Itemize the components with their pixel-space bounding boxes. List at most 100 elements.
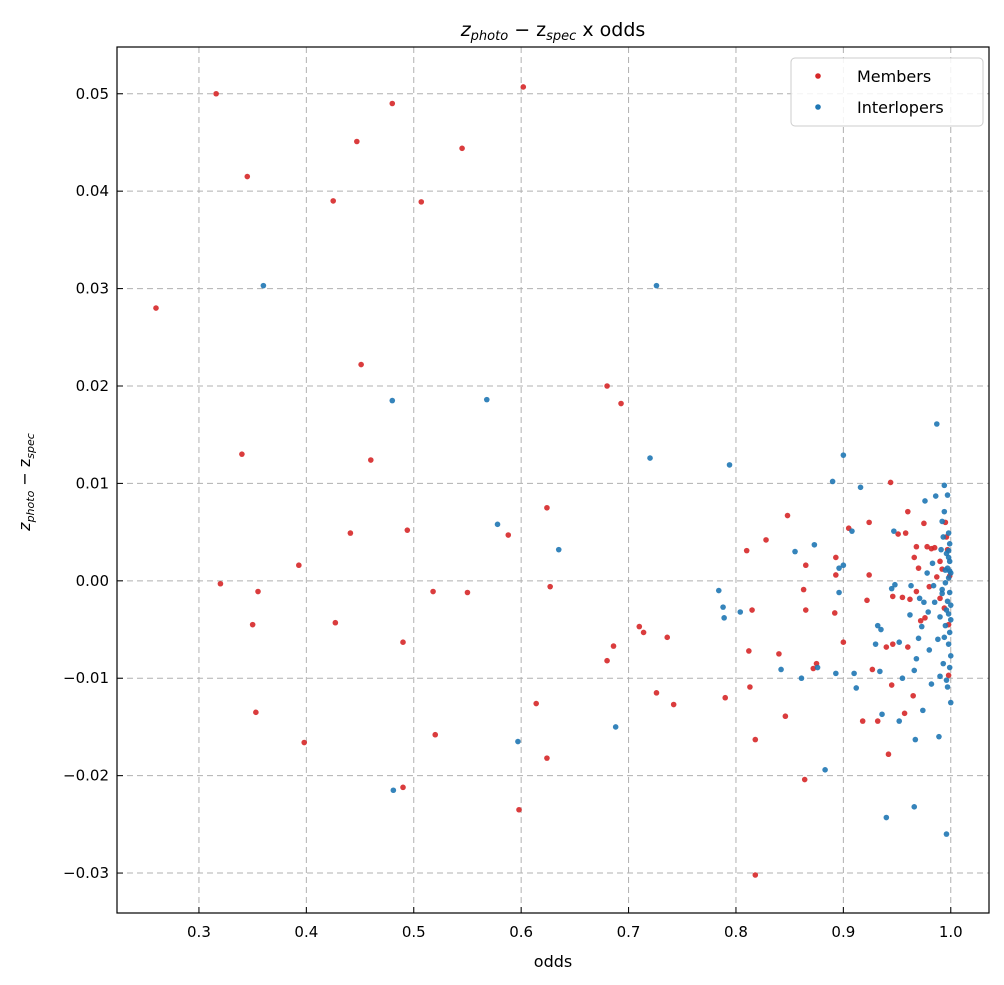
point-members (604, 383, 610, 389)
point-members (389, 100, 396, 107)
point-interlopers (929, 560, 936, 567)
chart-title: zphoto − zspec x odds (460, 19, 646, 44)
point-members (931, 544, 938, 551)
point-members (945, 672, 952, 679)
point-interlopers (937, 614, 943, 620)
point-members (332, 619, 339, 626)
point-interlopers (924, 570, 930, 576)
point-members (432, 731, 439, 738)
point-interlopers (814, 664, 821, 671)
point-members (722, 694, 729, 701)
point-interlopers (928, 681, 935, 687)
point-interlopers (945, 530, 952, 536)
point-interlopers (942, 622, 949, 629)
point-members (430, 588, 436, 595)
point-interlopers (879, 711, 885, 718)
point-interlopers (947, 602, 954, 608)
point-members (869, 666, 876, 673)
point-interlopers (911, 804, 918, 810)
point-members (913, 588, 920, 595)
point-interlopers (913, 655, 920, 662)
point-interlopers (939, 518, 945, 525)
point-members (400, 784, 406, 791)
point-members (743, 547, 750, 554)
point-interlopers (853, 685, 860, 691)
point-members (888, 682, 895, 688)
point-members (404, 527, 411, 533)
point-interlopers (778, 666, 784, 673)
point-interlopers (912, 736, 919, 743)
point-interlopers (849, 528, 855, 534)
point-members (911, 554, 918, 561)
point-interlopers (935, 636, 941, 643)
point-interlopers (822, 767, 828, 773)
point-interlopers (877, 668, 883, 675)
x-tick-label: 0.7 (617, 923, 641, 941)
x-tick-label: 0.3 (187, 923, 211, 941)
point-interlopers (390, 787, 397, 794)
point-interlopers (944, 684, 951, 690)
point-members (747, 684, 753, 690)
point-members (520, 84, 527, 90)
point-members (924, 543, 930, 550)
point-members (752, 736, 759, 743)
y-tick-label: 0.05 (76, 85, 109, 103)
x-tick-label: 0.5 (402, 923, 426, 941)
x-tick-label: 0.9 (831, 923, 855, 941)
point-members (901, 710, 908, 717)
plot-frame (116, 46, 990, 914)
data-points (153, 84, 954, 878)
point-interlopers (926, 647, 933, 653)
point-interlopers (925, 609, 932, 615)
y-tick-label: −0.01 (63, 669, 109, 687)
point-interlopers (494, 521, 501, 528)
point-members (746, 648, 752, 654)
point-interlopers (857, 484, 864, 491)
point-members (937, 558, 943, 565)
point-interlopers (945, 575, 952, 581)
point-members (213, 90, 219, 97)
point-interlopers (934, 421, 940, 427)
point-interlopers (715, 587, 722, 594)
x-tick-label: 0.6 (509, 923, 533, 941)
point-interlopers (942, 579, 949, 586)
point-interlopers (911, 667, 918, 674)
point-interlopers (833, 670, 839, 677)
point-members (922, 615, 928, 621)
point-interlopers (811, 541, 818, 548)
point-members (776, 651, 782, 657)
point-interlopers (938, 546, 944, 553)
point-members (459, 145, 465, 152)
point-interlopers (920, 707, 926, 714)
point-members (636, 623, 643, 630)
axis-ticks: 0.3 0.4 0.5 0.6 0.7 0.8 0.9 1.0 −0.03 −0.02 −0.01 0… (63, 85, 963, 941)
point-interlopers (930, 582, 937, 589)
point-members (505, 532, 512, 538)
point-interlopers (941, 634, 948, 641)
point-members (801, 776, 808, 783)
point-members (249, 621, 256, 628)
point-interlopers (939, 590, 945, 597)
point-interlopers (945, 554, 952, 561)
point-interlopers (851, 670, 857, 677)
point-members (889, 641, 896, 647)
point-members (921, 520, 927, 527)
point-interlopers (947, 653, 954, 659)
point-members (749, 607, 755, 613)
point-members (866, 572, 872, 578)
point-interlopers (896, 639, 903, 645)
point-interlopers (737, 609, 744, 615)
point-members (895, 531, 901, 537)
x-tick-label: 1.0 (939, 923, 963, 941)
point-interlopers (939, 586, 945, 593)
y-tick-label: 0.00 (76, 572, 109, 590)
point-interlopers (944, 598, 951, 605)
point-interlopers (943, 831, 950, 837)
point-interlopers (260, 282, 267, 289)
y-tick-label: −0.03 (63, 864, 109, 882)
point-interlopers (947, 616, 954, 623)
point-interlopers (840, 452, 847, 458)
point-interlopers (944, 492, 951, 498)
point-interlopers (940, 660, 947, 667)
point-members (784, 512, 791, 519)
